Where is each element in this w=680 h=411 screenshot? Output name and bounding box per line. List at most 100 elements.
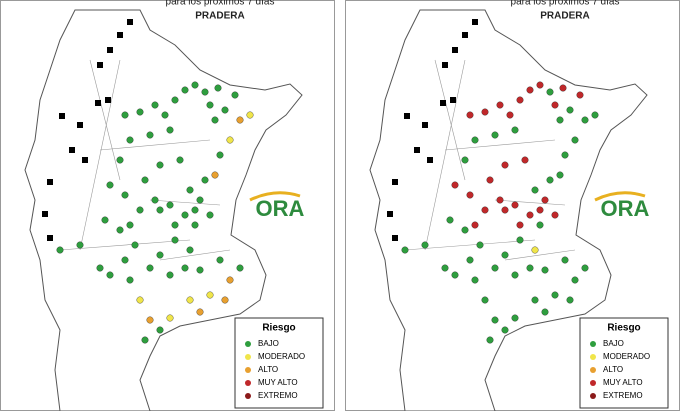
station-square (450, 97, 456, 103)
station-dot (511, 126, 519, 134)
station-square (117, 32, 123, 38)
station-dot (451, 271, 459, 279)
station-dot (521, 156, 529, 164)
station-dot (151, 101, 159, 109)
station-square (440, 100, 446, 106)
station-dot (214, 84, 222, 92)
station-square (59, 113, 65, 119)
legend-box (579, 317, 669, 409)
station-dot (196, 196, 204, 204)
station-square (414, 147, 420, 153)
station-dot (166, 126, 174, 134)
district-line (504, 249, 576, 261)
station-dot (516, 236, 524, 244)
legend-dot (245, 380, 251, 386)
legend-title: Riesgo (607, 323, 640, 334)
station-dot (581, 116, 589, 124)
station-dot (501, 326, 509, 334)
station-dot (206, 211, 214, 219)
logo-swoosh (594, 191, 646, 202)
station-dot (136, 206, 144, 214)
legend-label: MODERADO (603, 352, 650, 361)
station-dot (511, 271, 519, 279)
station-dot (146, 316, 154, 324)
station-dot (566, 106, 574, 114)
map-panel: para los próximos 7 días PRADERA ORA Riesgo… (345, 0, 680, 411)
station-dot (536, 81, 544, 89)
district-line (434, 59, 466, 181)
station-dot (546, 88, 554, 96)
legend-label: BAJO (603, 339, 624, 348)
station-dot (551, 291, 559, 299)
district-line (444, 139, 556, 151)
district-line (494, 199, 566, 206)
station-dot (171, 221, 179, 229)
station-dot (101, 216, 109, 224)
station-dot (201, 88, 209, 96)
station-dot (531, 296, 539, 304)
district-line (424, 59, 466, 251)
station-dot (531, 186, 539, 194)
station-dot (571, 136, 579, 144)
legend-dot (590, 341, 596, 347)
station-dot (481, 296, 489, 304)
station-dot (541, 266, 549, 274)
station-square (462, 32, 468, 38)
station-dot (466, 256, 474, 264)
station-square (42, 211, 48, 217)
station-dot (191, 221, 199, 229)
station-square (47, 235, 53, 241)
legend-dot (590, 380, 596, 386)
station-dot (221, 296, 229, 304)
legend-dot (245, 354, 251, 360)
station-dot (166, 201, 174, 209)
station-dot (141, 176, 149, 184)
station-square (427, 157, 433, 163)
legend-label: ALTO (258, 365, 278, 374)
station-dot (561, 256, 569, 264)
legend-label: MUY ALTO (258, 378, 298, 387)
station-dot (536, 221, 544, 229)
station-dot (491, 264, 499, 272)
station-dot (146, 264, 154, 272)
station-dot (471, 221, 479, 229)
station-dot (526, 86, 534, 94)
station-dot (121, 111, 129, 119)
station-dot (496, 196, 504, 204)
station-dot (461, 156, 469, 164)
station-dot (486, 176, 494, 184)
station-dot (476, 241, 484, 249)
station-square (69, 147, 75, 153)
district-line (99, 139, 211, 151)
station-dot (126, 221, 134, 229)
station-dot (501, 161, 509, 169)
district-line (79, 59, 121, 251)
station-square (77, 122, 83, 128)
station-dot (171, 236, 179, 244)
station-dot (151, 196, 159, 204)
station-dot (226, 276, 234, 284)
station-dot (166, 314, 174, 322)
legend-dot (245, 341, 251, 347)
station-dot (161, 111, 169, 119)
logo: ORA (256, 196, 305, 221)
logo: ORA (601, 196, 650, 221)
station-square (47, 179, 53, 185)
legend-dot (245, 393, 251, 399)
legend-dot (590, 367, 596, 373)
station-dot (106, 271, 114, 279)
district-line (149, 199, 221, 206)
station-dot (156, 251, 164, 259)
station-dot (96, 264, 104, 272)
station-dot (551, 101, 559, 109)
header-text: para los próximos 7 días (511, 0, 620, 8)
station-dot (246, 111, 254, 119)
station-dot (76, 241, 84, 249)
station-dot (121, 256, 129, 264)
station-square (105, 97, 111, 103)
station-square (392, 235, 398, 241)
station-dot (471, 136, 479, 144)
station-dot (236, 264, 244, 272)
station-dot (591, 111, 599, 119)
